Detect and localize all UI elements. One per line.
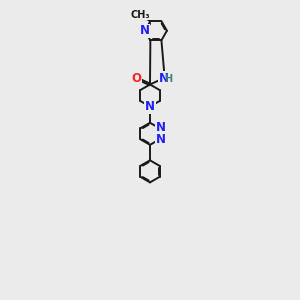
Text: H: H [164,74,172,85]
Text: N: N [158,72,169,85]
Text: N: N [145,100,155,113]
Text: N: N [140,24,150,37]
Text: N: N [156,122,166,134]
Text: CH₃: CH₃ [131,10,150,20]
Text: N: N [156,133,166,146]
Text: O: O [132,72,142,85]
